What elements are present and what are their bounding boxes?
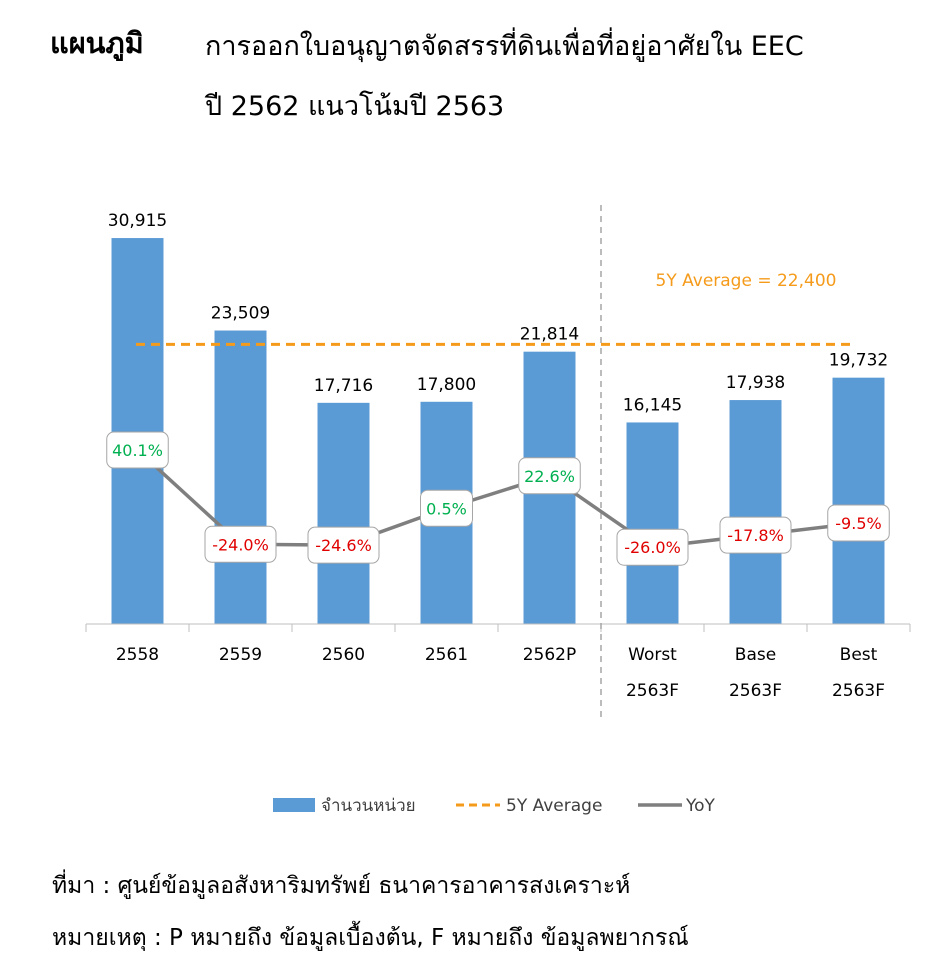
yoy-label: -26.0% xyxy=(624,538,681,557)
yoy-label-box xyxy=(827,504,890,542)
bar xyxy=(214,330,267,624)
note-text: หมายเหตุ : P หมายถึง ข้อมูลเบื้องต้น, F … xyxy=(52,925,689,951)
source-text: ที่มา : ศูนย์ข้อมูลอสังหาริมทรัพย์ ธนาคา… xyxy=(52,873,631,899)
chart-label: แผนภูมิ xyxy=(50,26,144,60)
bar xyxy=(111,238,164,624)
bar xyxy=(626,422,679,624)
x-tick-label: 2563F xyxy=(626,681,679,701)
yoy-label-box xyxy=(204,525,277,563)
yoy-label: -9.5% xyxy=(835,514,881,533)
chart-subtitle: ปี 2562 แนวโน้มปี 2563 xyxy=(205,91,505,122)
combo-chart: 30,915 23,509 17,716 17,800 21,814 16,145 17,9… xyxy=(85,205,911,816)
bar-value-label: 19,732 xyxy=(829,351,888,371)
x-tick-label: 2559 xyxy=(219,645,262,665)
chart-title: การออกใบอนุญาตจัดสรรที่ดินเพื่อที่อยู่อา… xyxy=(205,31,804,62)
bar-value-label: 23,509 xyxy=(211,304,270,324)
yoy-label-box xyxy=(719,516,792,554)
x-tick-label: 2563F xyxy=(729,681,782,701)
x-tick-label: 2558 xyxy=(116,645,159,665)
x-tick-label: 2561 xyxy=(425,645,468,665)
legend-label-average: 5Y Average xyxy=(506,796,602,816)
x-tick-label: 2563F xyxy=(832,681,885,701)
average-annotation: 5Y Average = 22,400 xyxy=(656,271,837,291)
bar-value-label: 17,800 xyxy=(417,375,476,395)
bar-value-label: 21,814 xyxy=(520,325,579,345)
yoy-label: -17.8% xyxy=(727,526,784,545)
bar xyxy=(317,402,370,624)
yoy-label: 40.1% xyxy=(112,441,163,460)
x-tick-label: Best xyxy=(840,645,878,665)
yoy-label: -24.6% xyxy=(315,536,372,555)
yoy-label: -24.0% xyxy=(212,535,269,554)
yoy-label-box xyxy=(518,457,581,495)
legend-swatch-bars xyxy=(273,798,315,812)
bar-value-label: 16,145 xyxy=(623,395,682,415)
yoy-label-box xyxy=(616,528,689,566)
legend-label-yoy: YoY xyxy=(685,796,716,816)
yoy-label-box xyxy=(420,489,473,527)
bar xyxy=(729,400,782,624)
x-tick-label: Worst xyxy=(628,645,677,665)
yoy-label: 22.6% xyxy=(524,467,575,486)
yoy-label: 0.5% xyxy=(426,499,467,518)
legend-label-bars: จำนวนหน่วย xyxy=(321,796,416,816)
yoy-label-box xyxy=(106,431,169,469)
x-tick-label: 2562P xyxy=(523,645,577,665)
x-tick-label: Base xyxy=(735,645,776,665)
x-tick-label: 2560 xyxy=(322,645,365,665)
bar xyxy=(832,377,885,624)
bar-value-label: 17,716 xyxy=(314,376,373,396)
yoy-label-box xyxy=(307,526,380,564)
bar-value-label: 30,915 xyxy=(108,211,167,231)
bar-value-label: 17,938 xyxy=(726,373,785,393)
